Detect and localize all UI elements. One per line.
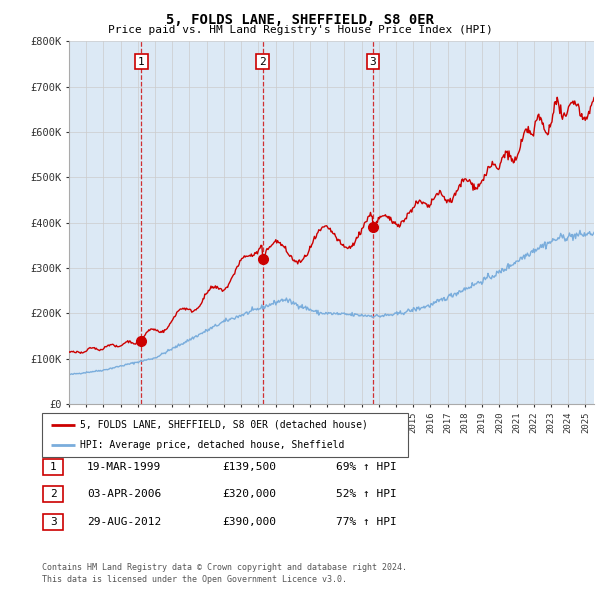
Text: HPI: Average price, detached house, Sheffield: HPI: Average price, detached house, Shef… [80, 440, 345, 450]
FancyBboxPatch shape [43, 513, 63, 530]
Text: 03-APR-2006: 03-APR-2006 [87, 490, 161, 499]
Text: 29-AUG-2012: 29-AUG-2012 [87, 517, 161, 526]
Text: 2: 2 [259, 57, 266, 67]
Text: 5, FOLDS LANE, SHEFFIELD, S8 0ER (detached house): 5, FOLDS LANE, SHEFFIELD, S8 0ER (detach… [80, 420, 368, 430]
Text: 19-MAR-1999: 19-MAR-1999 [87, 463, 161, 472]
Text: 3: 3 [370, 57, 376, 67]
FancyBboxPatch shape [43, 486, 63, 502]
Text: £139,500: £139,500 [222, 463, 276, 472]
Text: £320,000: £320,000 [222, 490, 276, 499]
FancyBboxPatch shape [43, 459, 63, 476]
Text: 1: 1 [138, 57, 145, 67]
Text: This data is licensed under the Open Government Licence v3.0.: This data is licensed under the Open Gov… [42, 575, 347, 584]
Text: £390,000: £390,000 [222, 517, 276, 526]
Text: Price paid vs. HM Land Registry's House Price Index (HPI): Price paid vs. HM Land Registry's House … [107, 25, 493, 35]
Text: 2: 2 [50, 490, 56, 499]
Text: 69% ↑ HPI: 69% ↑ HPI [336, 463, 397, 472]
Text: Contains HM Land Registry data © Crown copyright and database right 2024.: Contains HM Land Registry data © Crown c… [42, 563, 407, 572]
Text: 5, FOLDS LANE, SHEFFIELD, S8 0ER: 5, FOLDS LANE, SHEFFIELD, S8 0ER [166, 13, 434, 27]
Text: 1: 1 [50, 463, 56, 472]
FancyBboxPatch shape [42, 413, 408, 457]
Text: 77% ↑ HPI: 77% ↑ HPI [336, 517, 397, 526]
Text: 52% ↑ HPI: 52% ↑ HPI [336, 490, 397, 499]
Text: 3: 3 [50, 517, 56, 526]
